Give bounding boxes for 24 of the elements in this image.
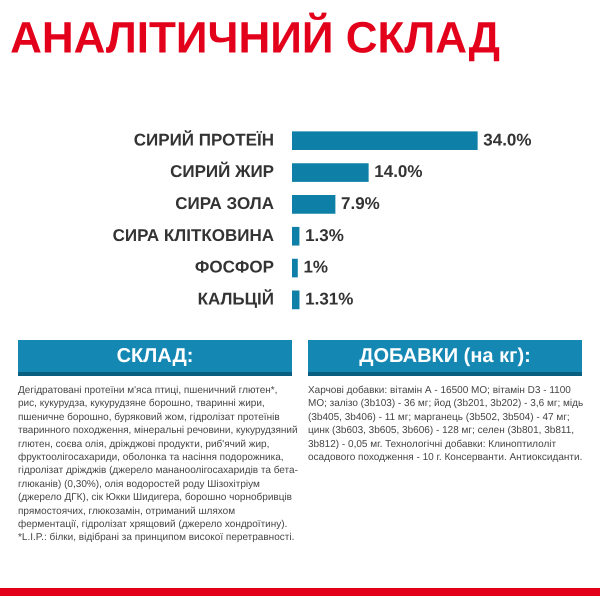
y-tick-label: СИРИЙ ЖИР [170,161,274,182]
data-label: 34.0% [483,130,532,150]
y-tick-label: ФОСФОР [194,258,274,277]
text: ДОБАВКИ (на кг): [308,340,582,376]
y-tick-label: СИРИЙ ПРОТЕЇН [134,129,274,150]
bar [292,195,336,214]
text: Дегідратовані протеїни м'яса птиці, пшеничний глютен*, рис, кукурудза, кукурудзяне борошно, тваринні жири, пшеничне борошно, буряковий жом, гідролізат протеїнів тваринного походження, мінеральні речовини, кукурудзяний глютен, соєва олія, дріжджові продукти, риб'ячий жир, фруктоолігосахариди, оболонка та насіння подорожника, гідролізат дріжджів (джерело мананоолігосахаридів та бета-глюканів) (0,30%), олія водоростей роду Шізохітріум (джерело ДГК), сік Юкки Шидигера, борошно чорнобривців прямостоячих, глюкозамін, отриманий шляхом ферментації, гідролізат хрящовий (джерело хондроїтину). [18,385,298,530]
data-label: 14.0% [374,162,423,182]
chart-title: АНАЛІТИЧНИЙ СКЛАД [10,12,500,63]
data-label: 1.31% [305,290,354,309]
data-label: 7.9% [341,194,380,214]
data-label: 1% [303,258,328,277]
data-label: 1.3% [305,226,344,245]
text: СКЛАД: [18,340,292,376]
bar [292,290,300,310]
bar [292,226,300,246]
y-tick-label: КАЛЬЦІЙ [198,288,274,309]
y-tick-label: СИРА ЗОЛА [175,194,274,214]
bar [292,163,369,182]
bar [292,131,478,150]
text: Харчові добавки: вітамін А - 16500 МО; вітамін D3 - 1100 МО; залізо (3b103) - 36 мг; йод (3b201, 3b202) - 3,6 мг; мідь (3b405, 3b406) - 11 мг; марганець (3b502, 3b504) - 47 мг; цинк (3b603, 3b605, 3b606) - 128 мг; селен (3b801, 3b811, 3b812) - 0,05 мг. Технологічні добавки: Клиноптилоліт осадового походження - 10 г. Консерванти. Антиоксиданти. [308,384,584,464]
y-tick-label: СИРА КЛІТКОВИНА [112,226,274,245]
text: *L.I.P.: білки, відібрані за принципом високої перетравності. [18,531,296,545]
bar [292,258,298,278]
